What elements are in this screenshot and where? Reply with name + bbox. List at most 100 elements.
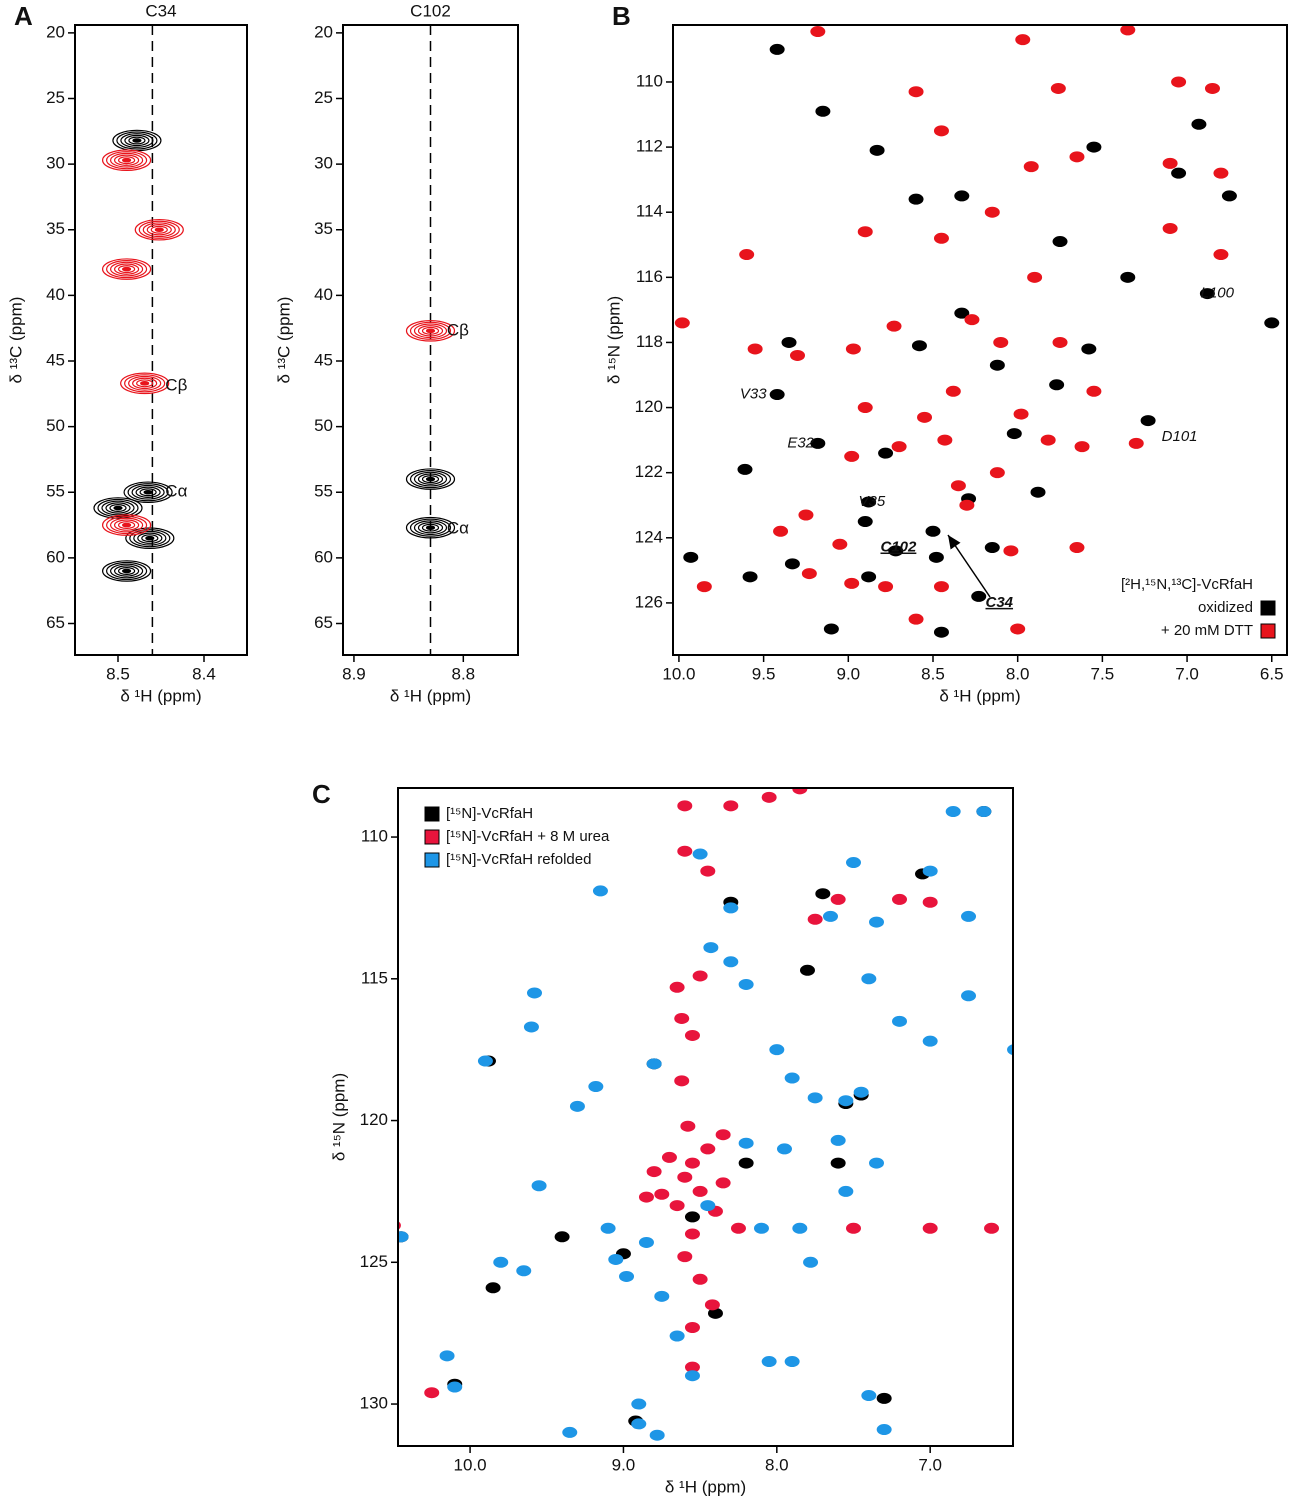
peak xyxy=(134,218,184,241)
peak xyxy=(950,480,966,492)
peak xyxy=(1003,545,1019,557)
peak xyxy=(1052,336,1068,348)
contour xyxy=(140,381,150,386)
legend-swatch xyxy=(1260,623,1276,639)
contour xyxy=(101,149,152,171)
peak xyxy=(1199,288,1215,300)
y-tick-label: 45 xyxy=(46,350,65,369)
peak xyxy=(405,516,456,539)
y-tick-label: 20 xyxy=(46,22,65,41)
peak xyxy=(1140,415,1156,427)
peak xyxy=(101,514,152,536)
contour xyxy=(127,483,169,502)
contour xyxy=(135,486,161,498)
peak xyxy=(680,1120,696,1132)
x-tick-label: 9.5 xyxy=(752,664,776,683)
contour xyxy=(101,500,135,516)
peak xyxy=(1015,34,1031,46)
peak xyxy=(405,468,456,490)
contour xyxy=(113,263,140,275)
peak xyxy=(784,1072,800,1084)
x-tick-label: 7.5 xyxy=(1091,664,1115,683)
peak xyxy=(1027,271,1043,283)
x-tick-label: 8.5 xyxy=(921,664,945,683)
contour xyxy=(137,532,163,544)
peak xyxy=(447,1381,463,1393)
peak xyxy=(784,558,800,570)
peak xyxy=(891,441,907,453)
annotation: V35 xyxy=(858,493,885,510)
contour xyxy=(142,222,176,238)
peak xyxy=(984,1222,1000,1234)
peak xyxy=(869,916,885,928)
peak xyxy=(810,437,826,449)
peak xyxy=(485,1282,501,1294)
plot-area xyxy=(93,25,184,655)
peak xyxy=(922,1222,938,1234)
peak xyxy=(120,372,170,395)
contour xyxy=(109,261,144,277)
panel-letter: B xyxy=(612,1,631,31)
contour xyxy=(146,224,172,236)
contour xyxy=(105,502,131,514)
x-tick-label: 8.4 xyxy=(192,664,216,683)
x-tick-label: 9.0 xyxy=(836,664,860,683)
contour xyxy=(413,323,448,339)
y-axis-label: δ ¹⁵N (ppm) xyxy=(329,1073,348,1161)
contour xyxy=(113,154,140,166)
contour xyxy=(109,504,127,513)
contour xyxy=(116,131,158,150)
y-tick-label: 55 xyxy=(314,482,333,501)
peak xyxy=(937,434,953,446)
peak xyxy=(803,1256,819,1268)
y-tick-label: 40 xyxy=(314,285,333,304)
peak xyxy=(792,1222,808,1234)
y-tick-label: 115 xyxy=(361,968,388,987)
contour xyxy=(413,520,448,536)
contour xyxy=(117,521,136,530)
contour xyxy=(405,320,456,342)
contour xyxy=(113,565,140,577)
peak xyxy=(984,542,1000,554)
peak xyxy=(677,1251,693,1263)
y-tick-label: 60 xyxy=(46,547,65,566)
annotation: Cα xyxy=(165,482,187,501)
peak xyxy=(715,1177,731,1189)
plot-frame xyxy=(672,24,1288,656)
peak xyxy=(700,1143,716,1155)
contour xyxy=(409,518,452,537)
peak xyxy=(807,1092,823,1104)
peak xyxy=(830,1134,846,1146)
peak xyxy=(554,1231,570,1243)
x-tick-label: 8.5 xyxy=(106,664,130,683)
y-tick-label: 50 xyxy=(46,416,65,435)
panel-letter: A xyxy=(14,1,33,31)
peak xyxy=(649,1429,665,1441)
peak xyxy=(769,43,785,55)
peak xyxy=(861,496,877,508)
peak xyxy=(646,1058,662,1070)
peak xyxy=(861,571,877,583)
contour xyxy=(123,481,173,504)
y-tick-label: 120 xyxy=(635,397,663,416)
y-tick-label: 45 xyxy=(314,350,333,369)
peak xyxy=(810,26,826,38)
contour xyxy=(124,134,150,147)
legend-label: oxidized xyxy=(1198,599,1253,616)
x-axis-label: δ ¹H (ppm) xyxy=(120,686,201,705)
peak xyxy=(531,1180,547,1192)
peak xyxy=(801,568,817,580)
peak xyxy=(684,1321,700,1333)
peak xyxy=(600,1222,616,1234)
y-tick-label: 25 xyxy=(314,88,333,107)
peak xyxy=(619,1270,635,1282)
peak xyxy=(93,497,143,519)
annotation: C102 xyxy=(880,539,917,556)
peak xyxy=(683,551,699,563)
peak xyxy=(857,226,873,238)
peak xyxy=(677,1171,693,1183)
peak xyxy=(886,320,902,332)
peak xyxy=(845,857,861,869)
peak xyxy=(739,249,755,261)
annotation: Cα xyxy=(447,518,469,537)
